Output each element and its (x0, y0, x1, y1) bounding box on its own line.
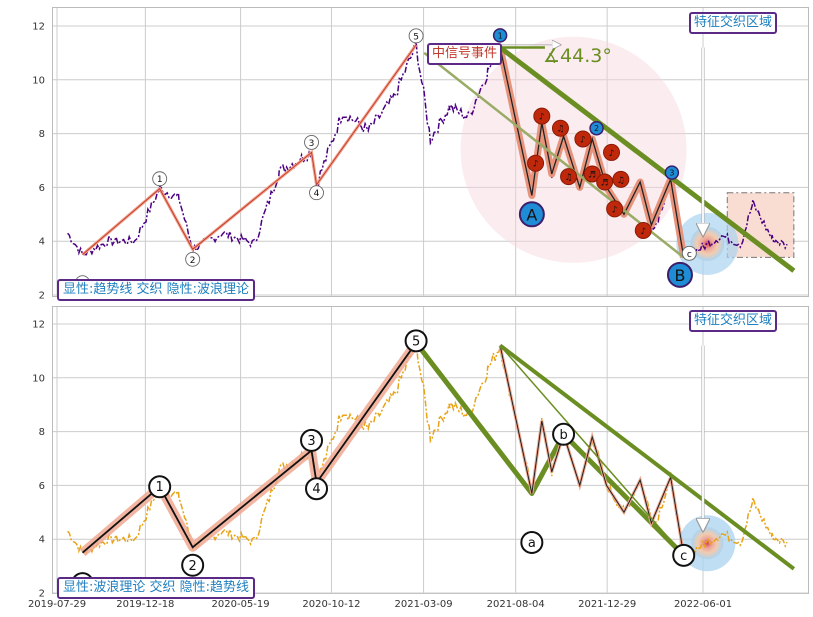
bottom-point-c-label: c (680, 549, 687, 564)
top-wave-point-label: 1 (157, 175, 163, 185)
bottom-trend-line (499, 345, 685, 556)
y-tick-label: 8 (39, 427, 45, 438)
note-glyph-icon: ♪ (640, 227, 646, 237)
bottom-wave-point-marker (181, 553, 205, 577)
trend-point-2-marker (589, 120, 604, 136)
y-tick-label: 6 (39, 481, 45, 492)
top-wave-point-label: 2 (190, 256, 196, 266)
trend-peak-label: 1 (498, 31, 503, 40)
y-tick-label: 4 (39, 535, 45, 546)
x-tick-label: 2022-06-01 (674, 599, 732, 610)
top-wave-point-label: 4 (314, 189, 320, 199)
bottom-region-label: 特征交织区域 (689, 310, 778, 332)
note-coin-icon (527, 154, 545, 172)
bottom-wave-point-marker (404, 329, 428, 353)
note-coin-icon (634, 221, 652, 239)
bottom-wave-point-label: 2 (189, 559, 197, 574)
note-glyph-icon: ♫ (556, 125, 564, 135)
bottom-abc-line (414, 341, 686, 558)
top-wave-point-marker (309, 185, 324, 201)
x-tick-label: 2020-10-12 (302, 599, 360, 610)
y-tick-label: 10 (32, 75, 45, 86)
y-tick-label: 12 (32, 320, 45, 331)
point-a-top-label: A (526, 205, 537, 224)
bottom-trend-skeleton (499, 345, 685, 556)
angle-label: ∡44.3° (543, 45, 612, 67)
y-tick-label: 6 (39, 183, 45, 194)
top-wave-point-marker (408, 28, 424, 44)
trend-peak-marker (492, 28, 508, 43)
bottom-wave-point-marker (300, 428, 324, 452)
top-region-label: 特征交织区域 (689, 12, 778, 34)
bottom-point-b-label: b (559, 428, 567, 443)
bottom-point-c-marker (672, 543, 696, 567)
note-coin-icon (606, 200, 624, 218)
note-glyph-icon: ♪ (609, 149, 615, 159)
note-glyph-icon: ♪ (580, 135, 586, 145)
top-wave-point-label: 3 (309, 139, 315, 149)
note-coin-icon (574, 130, 592, 148)
bottom-hotspot-circle (691, 527, 724, 560)
top-wave-point-marker (185, 251, 201, 267)
x-tick-label: 2019-12-18 (116, 599, 174, 610)
bottom-caption: 显性:波浪理论 交织 隐性:趋势线 (57, 577, 256, 599)
note-coin-icon (533, 107, 551, 125)
note-glyph-icon: ♬ (601, 179, 609, 189)
x-tick-label: 2020-05-19 (212, 599, 270, 610)
bottom-wave-point-label: 1 (156, 480, 164, 495)
top-caption: 显性:趋势线 交织 隐性:波浪理论 (57, 279, 256, 301)
note-coin-icon (612, 170, 630, 188)
note-coin-icon (560, 168, 578, 186)
point-b-top-label: B (674, 266, 685, 285)
bottom-point-a-label: a (528, 536, 536, 551)
trend-point-3-label: 3 (669, 169, 674, 178)
point-a-top-marker (518, 201, 545, 228)
note-glyph-icon: ♪ (533, 160, 539, 170)
top-wave-point-marker (304, 134, 319, 150)
y-tick-label: 2 (39, 589, 45, 600)
note-glyph-icon: ♪ (539, 113, 545, 123)
bottom-wave-point-label: 5 (412, 334, 420, 349)
y-tick-label: 4 (39, 237, 45, 248)
bottom-wave-line (81, 342, 417, 554)
main-trend-line (498, 45, 796, 273)
bottom-wave-point-marker (148, 475, 172, 499)
note-glyph-icon: ♪ (612, 205, 618, 215)
note-coin-icon (551, 119, 569, 137)
note-glyph-icon: ♫ (617, 176, 625, 186)
wave-skeleton-line (82, 44, 417, 255)
bottom-point-b-marker (552, 422, 576, 446)
y-tick-label: 8 (39, 129, 45, 140)
note-coin-icon (596, 173, 614, 191)
note-coin-icon (583, 165, 601, 183)
note-glyph-icon: ♬ (588, 170, 596, 180)
x-tick-label: 2021-12-29 (578, 599, 636, 610)
trend-point-3-marker (664, 165, 680, 180)
note-glyph-icon: ♫ (565, 173, 573, 183)
x-tick-label: 2021-08-04 (487, 599, 545, 610)
y-tick-label: 12 (32, 22, 45, 33)
top-c-point-marker (681, 245, 697, 261)
bottom-wave-point-label: 4 (312, 482, 320, 497)
note-coin-icon (603, 143, 621, 161)
x-tick-label: 2019-07-29 (28, 599, 86, 610)
bottom-point-a-marker (520, 530, 544, 554)
bottom-wave-point-marker (305, 477, 329, 501)
point-b-top-marker (666, 261, 693, 288)
event-label: 中信号事件 (427, 43, 503, 65)
top-wave-point-label: 5 (413, 32, 419, 42)
bottom-main-trend-line (498, 343, 796, 571)
bottom-wave-point-label: 3 (307, 434, 315, 449)
y-tick-label: 2 (39, 291, 45, 302)
y-tick-label: 10 (32, 373, 45, 384)
top-wave-point-marker (152, 171, 168, 187)
top-c-point-label: c (687, 250, 692, 260)
trend-point-2-label: 2 (594, 124, 599, 133)
x-tick-label: 2021-03-09 (395, 599, 453, 610)
